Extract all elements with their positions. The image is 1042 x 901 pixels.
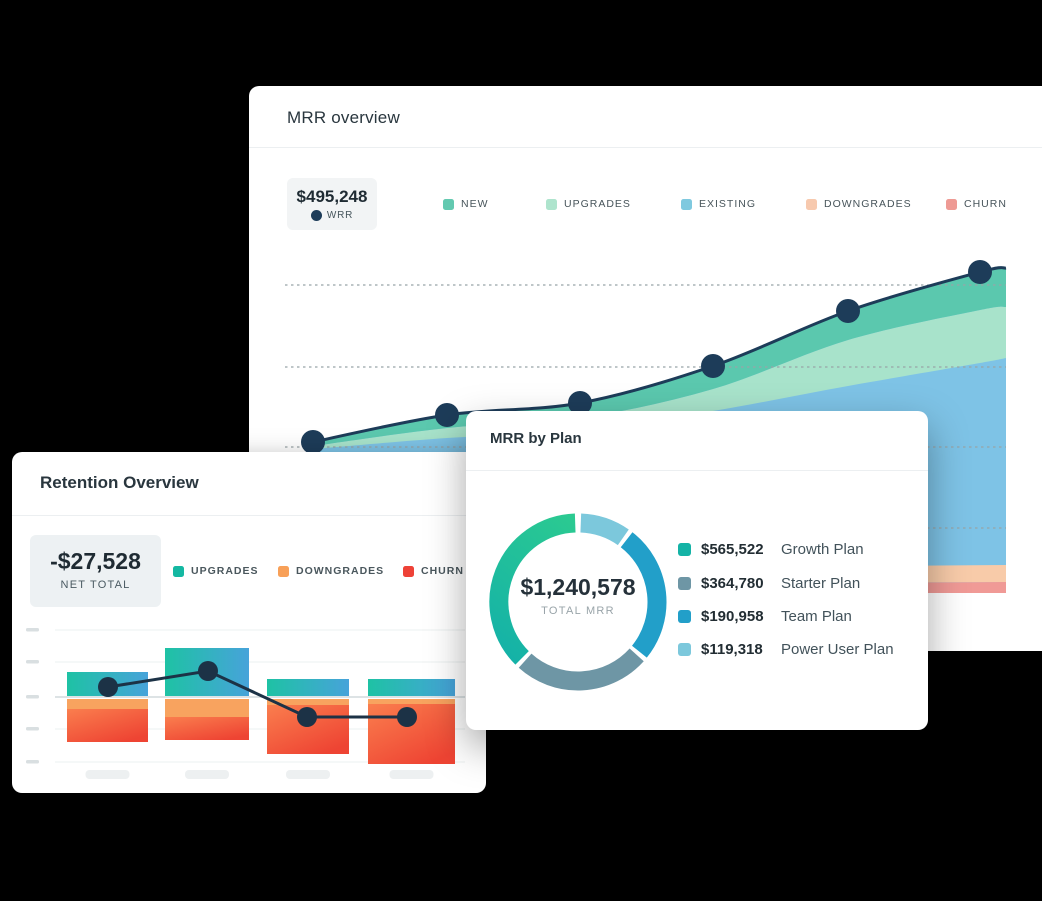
net-total-stat-box: -$27,528 NET TOTAL <box>30 535 161 607</box>
total-mrr-value: $1,240,578 <box>520 574 636 600</box>
mrr-by-plan-title: MRR by Plan <box>490 430 582 447</box>
legend-item-churn[interactable]: CHURN <box>946 198 1007 210</box>
starter-plan-value: $364,780 <box>701 575 764 592</box>
wrr-series-dot-icon <box>310 210 322 221</box>
retention-overview-card: Retention Overview -$27,528 NET TOTAL UP… <box>12 452 486 793</box>
plan-legend-row-starter[interactable]: $364,780 Starter Plan <box>678 575 860 592</box>
mrr-by-plan-donut-chart[interactable] <box>466 411 928 730</box>
ret-legend-label-downgrades: DOWNGRADES <box>296 565 385 577</box>
retention-bar-chart[interactable] <box>12 602 486 793</box>
legend-item-existing[interactable]: EXISTING <box>681 198 756 210</box>
churn-swatch-icon <box>946 198 957 210</box>
legend-item-downgrades[interactable]: DOWNGRADES <box>806 198 912 210</box>
ret-churn-swatch-icon <box>403 565 414 577</box>
total-mrr-label: TOTAL MRR <box>541 605 615 617</box>
plan-legend-row-team[interactable]: $190,958 Team Plan <box>678 608 852 625</box>
legend-label-existing: EXISTING <box>699 198 757 210</box>
legend-label-churn: CHURN <box>964 198 1007 210</box>
wrr-stat-box: $495,248 WRR <box>287 178 377 230</box>
net-total-value: -$27,528 <box>50 548 141 574</box>
plan-legend-row-growth[interactable]: $565,522 Growth Plan <box>678 541 864 558</box>
legend-label-new: NEW <box>461 198 489 210</box>
existing-swatch-icon <box>681 198 692 210</box>
ret-downgrades-swatch-icon <box>278 565 289 577</box>
legend-item-ret-downgrades[interactable]: DOWNGRADES <box>278 565 384 577</box>
power-user-plan-label: Power User Plan <box>781 641 894 658</box>
growth-plan-swatch-icon <box>678 543 691 556</box>
wrr-stat-value: $495,248 <box>296 187 368 206</box>
mrr-overview-header-divider <box>249 147 1042 148</box>
donut-center-text: $1,240,578 TOTAL MRR <box>498 574 658 617</box>
mrr-by-plan-card: MRR by Plan $1,240,578 TOTAL MRR $565,52… <box>466 411 928 730</box>
legend-label-downgrades: DOWNGRADES <box>824 198 912 210</box>
legend-item-ret-upgrades[interactable]: UPGRADES <box>173 565 259 577</box>
team-plan-label: Team Plan <box>781 608 852 625</box>
team-plan-value: $190,958 <box>701 608 764 625</box>
ret-legend-label-upgrades: UPGRADES <box>191 565 259 577</box>
starter-plan-swatch-icon <box>678 577 691 590</box>
mrr-by-plan-header-divider <box>466 470 928 471</box>
mrr-overview-title: MRR overview <box>287 108 400 127</box>
ret-legend-label-churn: CHURN <box>421 565 464 577</box>
net-total-label: NET TOTAL <box>60 579 131 591</box>
team-plan-swatch-icon <box>678 610 691 623</box>
legend-item-upgrades[interactable]: UPGRADES <box>546 198 631 210</box>
power-user-plan-swatch-icon <box>678 643 691 656</box>
new-swatch-icon <box>443 198 454 210</box>
legend-item-new[interactable]: NEW <box>443 198 489 210</box>
growth-plan-value: $565,522 <box>701 541 764 558</box>
wrr-stat-label: WRR <box>326 210 354 221</box>
upgrades-swatch-icon <box>546 198 557 210</box>
plan-legend-row-power-user[interactable]: $119,318 Power User Plan <box>678 641 894 658</box>
retention-header-divider <box>12 515 486 516</box>
power-user-plan-value: $119,318 <box>701 641 763 658</box>
wrr-stat-label-row: WRR <box>287 210 377 221</box>
legend-label-upgrades: UPGRADES <box>564 198 631 210</box>
downgrades-swatch-icon <box>806 198 817 210</box>
ret-upgrades-swatch-icon <box>173 565 184 577</box>
starter-plan-label: Starter Plan <box>781 575 861 592</box>
retention-title: Retention Overview <box>40 473 199 492</box>
legend-item-ret-churn[interactable]: CHURN <box>403 565 464 577</box>
growth-plan-label: Growth Plan <box>781 541 864 558</box>
